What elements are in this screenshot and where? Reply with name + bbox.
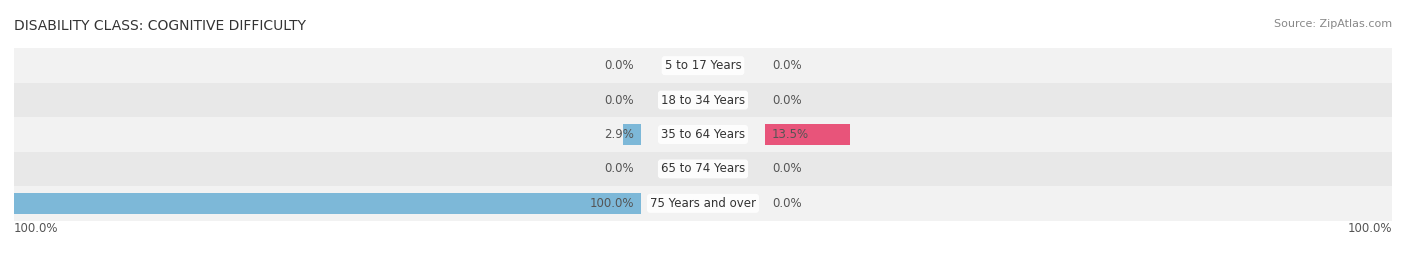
Text: 18 to 34 Years: 18 to 34 Years: [661, 94, 745, 107]
Text: 0.0%: 0.0%: [605, 94, 634, 107]
Bar: [14, 117, 1392, 152]
Text: DISABILITY CLASS: COGNITIVE DIFFICULTY: DISABILITY CLASS: COGNITIVE DIFFICULTY: [14, 19, 307, 33]
Text: 0.0%: 0.0%: [772, 162, 801, 175]
Bar: [14, 83, 1392, 117]
Text: 0.0%: 0.0%: [605, 59, 634, 72]
Text: 2.9%: 2.9%: [605, 128, 634, 141]
Bar: [623, 124, 641, 145]
Text: Source: ZipAtlas.com: Source: ZipAtlas.com: [1274, 19, 1392, 29]
Text: 0.0%: 0.0%: [772, 94, 801, 107]
Bar: [14, 193, 641, 214]
Text: 5 to 17 Years: 5 to 17 Years: [665, 59, 741, 72]
Text: 0.0%: 0.0%: [605, 162, 634, 175]
Text: 100.0%: 100.0%: [589, 197, 634, 210]
Text: 0.0%: 0.0%: [772, 59, 801, 72]
Text: 0.0%: 0.0%: [772, 197, 801, 210]
Text: 100.0%: 100.0%: [1347, 222, 1392, 235]
Text: 75 Years and over: 75 Years and over: [650, 197, 756, 210]
Bar: [765, 124, 849, 145]
Bar: [14, 152, 1392, 186]
Bar: [14, 48, 1392, 83]
Text: 35 to 64 Years: 35 to 64 Years: [661, 128, 745, 141]
Bar: [14, 186, 1392, 221]
Text: 100.0%: 100.0%: [14, 222, 59, 235]
Text: 65 to 74 Years: 65 to 74 Years: [661, 162, 745, 175]
Text: 13.5%: 13.5%: [772, 128, 808, 141]
